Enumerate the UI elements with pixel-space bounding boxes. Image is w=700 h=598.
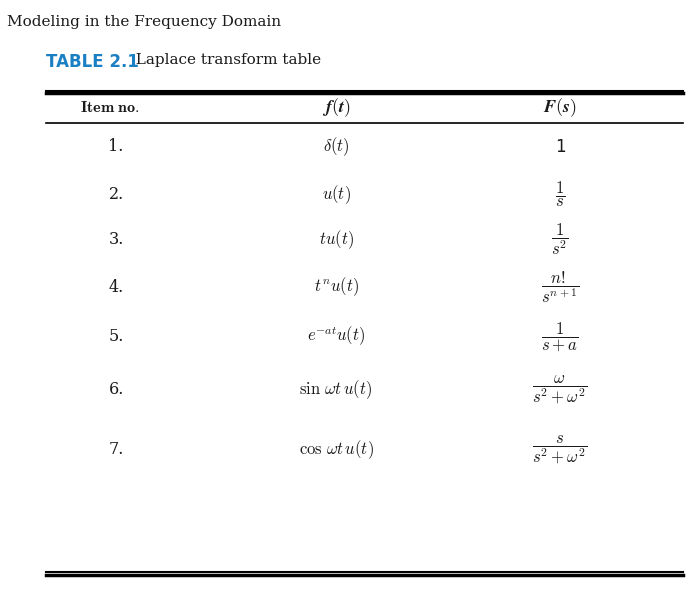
Text: 2.: 2. [108,186,124,203]
Text: $u(t)$: $u(t)$ [321,183,351,206]
Text: Modeling in the Frequency Domain: Modeling in the Frequency Domain [7,15,281,29]
Text: $\boldsymbol{F(s)}$: $\boldsymbol{F(s)}$ [543,96,577,119]
Text: $\dfrac{s}{s^2+\omega^2}$: $\dfrac{s}{s^2+\omega^2}$ [533,434,587,466]
Text: 7.: 7. [108,441,124,458]
Text: 3.: 3. [108,231,124,248]
Text: $\dfrac{1}{s^2}$: $\dfrac{1}{s^2}$ [551,221,569,257]
Text: $\boldsymbol{f(t)}$: $\boldsymbol{f(t)}$ [322,96,350,119]
Text: 6.: 6. [108,382,124,398]
Text: 5.: 5. [108,328,124,344]
Text: $e^{-at}u(t)$: $e^{-at}u(t)$ [307,324,365,348]
Text: $\dfrac{1}{s}$: $\dfrac{1}{s}$ [555,180,565,209]
Text: $\sin\,\omega t\, u(t)$: $\sin\,\omega t\, u(t)$ [300,379,372,401]
Text: $t^n u(t)$: $t^n u(t)$ [314,276,358,298]
Text: $\mathbf{Item\ no.}$: $\mathbf{Item\ no.}$ [80,100,141,115]
Text: 4.: 4. [108,279,124,295]
Text: $\dfrac{1}{s+a}$: $\dfrac{1}{s+a}$ [541,319,579,353]
Text: $\dfrac{n!}{s^{n+1}}$: $\dfrac{n!}{s^{n+1}}$ [541,269,579,305]
Text: TABLE 2.1: TABLE 2.1 [46,53,139,71]
Text: $\dfrac{\omega}{s^2+\omega^2}$: $\dfrac{\omega}{s^2+\omega^2}$ [533,374,587,406]
Text: $\delta(t)$: $\delta(t)$ [323,135,349,158]
Text: Laplace transform table: Laplace transform table [126,53,321,66]
Text: 1.: 1. [108,138,124,155]
Text: $tu(t)$: $tu(t)$ [318,228,354,251]
Text: 1: 1 [554,138,566,155]
Text: $\cos\,\omega t\, u(t)$: $\cos\,\omega t\, u(t)$ [299,438,373,461]
